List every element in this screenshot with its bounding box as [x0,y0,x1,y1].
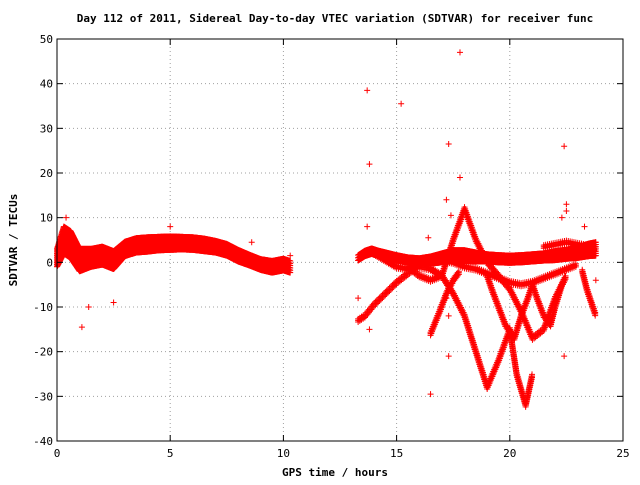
data-points [54,49,599,409]
chart-title: Day 112 of 2011, Sidereal Day-to-day VTE… [77,12,594,25]
